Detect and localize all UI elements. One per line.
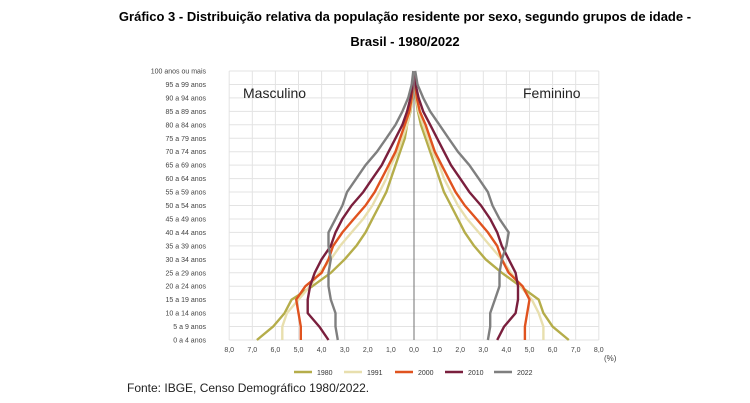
legend-label-2000: 2000 [418,370,434,377]
legend: 1980 1991 2000 2010 2022 [294,370,533,377]
age-group-label: 100 anos ou mais [151,69,207,76]
x-axis-unit-label: (%) [604,354,617,363]
series-line-female-2000 [413,70,531,340]
age-group-label: 65 a 69 anos [166,163,207,170]
series-line-female-2010 [413,70,520,341]
legend-label-1980: 1980 [317,370,333,377]
source-note: Fonte: IBGE, Censo Demográfico 1980/2022… [127,381,370,395]
age-group-label: 75 a 79 anos [166,136,207,143]
female-side-label: Feminino [523,85,581,101]
series-lines [256,70,570,341]
age-group-label: 15 a 19 anos [166,297,207,304]
legend-label-2010: 2010 [468,370,484,377]
age-group-label: 50 a 54 anos [166,203,207,210]
x-axis-tick-labels: 8,0 7,0 6,0 5,0 4,0 3,0 2,0 1,0 0,0 1,0 2,0 3,0 4,0 5… [224,347,603,354]
x-tick-label: 4,0 [317,347,327,354]
age-group-label: 70 a 74 anos [166,149,207,156]
age-group-label: 25 a 29 anos [166,270,207,277]
x-tick-label: 1,0 [432,347,442,354]
age-group-label: 35 a 39 anos [166,243,207,250]
x-tick-label: 3,0 [340,347,350,354]
x-tick-label: 0,0 [409,347,419,354]
series-line-male-2010 [306,70,415,341]
age-group-label: 95 a 99 anos [166,82,207,89]
x-tick-label: 7,0 [247,347,257,354]
age-group-label: 0 a 4 anos [173,338,206,345]
legend-label-2022: 2022 [517,370,533,377]
x-tick-label: 4,0 [502,347,512,354]
age-group-label: 85 a 89 anos [166,109,207,116]
age-group-labels: 0 a 4 anos 5 a 9 anos 10 a 14 anos 15 a 19 … [151,69,207,345]
chart-title-line-1: Gráfico 3 - Distribuição relativa da pop… [118,9,692,24]
x-tick-label: 8,0 [594,347,604,354]
series-line-male-2000 [295,70,415,340]
age-group-label: 55 a 59 anos [166,190,207,197]
legend-label-1991: 1991 [367,370,383,377]
age-group-label: 20 a 24 anos [166,284,207,291]
age-group-label: 5 a 9 anos [173,324,206,331]
age-group-label: 40 a 44 anos [166,230,207,237]
age-group-label: 90 a 94 anos [166,95,207,102]
x-tick-label: 3,0 [478,347,488,354]
age-group-label: 60 a 64 anos [166,176,207,183]
age-group-label: 80 a 84 anos [166,122,207,129]
male-side-label: Masculino [243,85,306,101]
series-line-male-2022 [327,70,415,341]
x-tick-label: 2,0 [363,347,373,354]
x-tick-label: 5,0 [294,347,304,354]
x-tick-label: 1,0 [386,347,396,354]
x-tick-label: 2,0 [455,347,465,354]
age-group-label: 10 a 14 anos [166,311,207,318]
chart-title-line-2: Brasil - 1980/2022 [350,34,460,49]
x-tick-label: 6,0 [548,347,558,354]
chart-title: Gráfico 3 - Distribuição relativa da pop… [60,4,750,54]
age-group-label: 30 a 34 anos [166,257,207,264]
series-line-female-2022 [414,70,510,341]
x-tick-label: 8,0 [224,347,234,354]
x-tick-label: 7,0 [571,347,581,354]
x-tick-label: 5,0 [525,347,535,354]
age-group-label: 45 a 49 anos [166,216,207,223]
x-tick-label: 6,0 [271,347,281,354]
